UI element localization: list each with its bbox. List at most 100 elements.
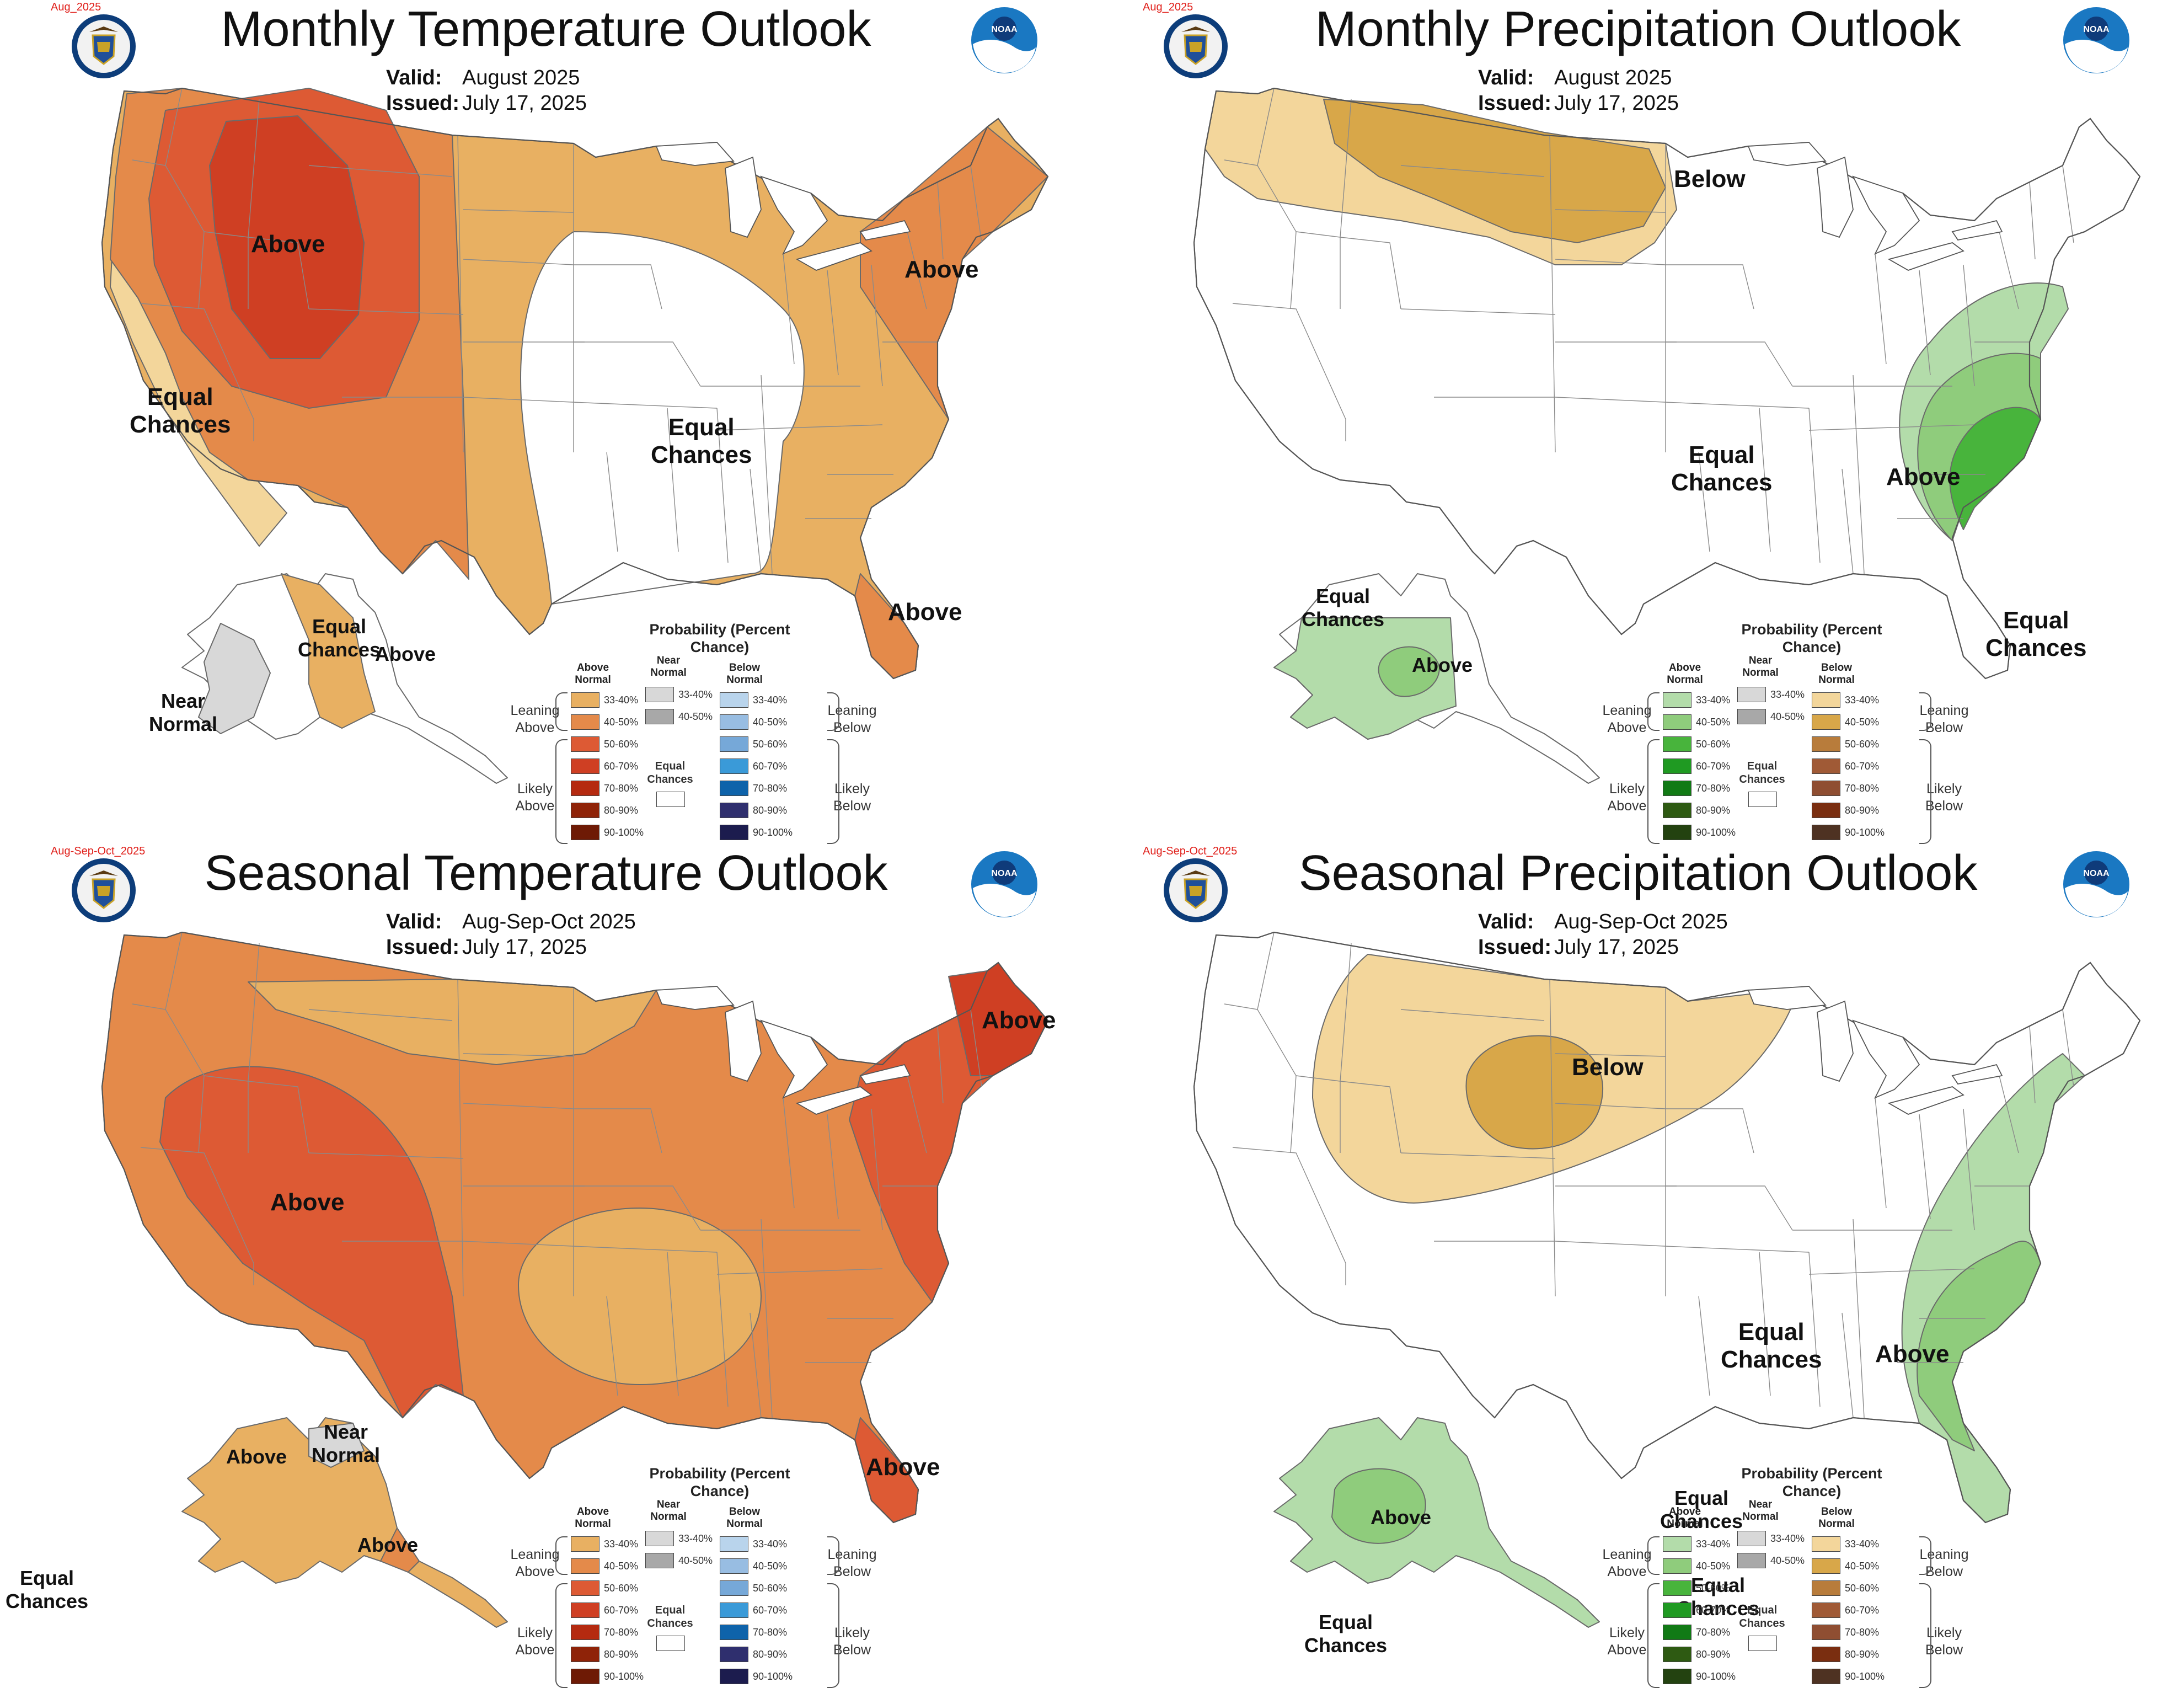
state-boundary-line bbox=[1666, 1185, 1793, 1231]
great-lake bbox=[1817, 1000, 1854, 1082]
state-boundary-line bbox=[584, 402, 718, 409]
legend-leaning-above-label: Leaning Above bbox=[510, 1547, 560, 1579]
legend-leaning-above-label: Leaning Above bbox=[1602, 1547, 1652, 1579]
legend-swatch-near bbox=[1737, 1553, 1766, 1568]
legend-range-label: 70-80% bbox=[604, 783, 639, 794]
valid-value: August 2025 bbox=[1554, 66, 1672, 89]
state-boundary-line bbox=[716, 408, 729, 563]
valid-line: Valid: Aug-Sep-Oct 2025 bbox=[386, 910, 636, 934]
great-lake bbox=[859, 1064, 911, 1085]
state-boundary-line bbox=[1853, 1219, 1865, 1418]
legend-swatch-below bbox=[1812, 825, 1840, 840]
legend-range-label: 40-50% bbox=[1845, 1561, 1880, 1572]
legend-equal-chances-label: Equal Chances bbox=[647, 760, 693, 786]
state-boundary-line bbox=[827, 1114, 839, 1220]
state-boundary-line bbox=[1555, 1241, 1677, 1247]
legend-title: Probability (Percent Chance) bbox=[649, 621, 790, 655]
legend-range-label: 33-40% bbox=[678, 1533, 713, 1544]
legend-range-label: 40-50% bbox=[678, 1555, 713, 1566]
map-region-label: Equal Chances bbox=[1660, 1487, 1743, 1532]
great-lake bbox=[1747, 142, 1827, 166]
legend-leaning-below-label: Leaning Below bbox=[1919, 703, 1969, 735]
product-tag: Aug-Sep-Oct_2025 bbox=[51, 845, 146, 857]
legend-range-label: 70-80% bbox=[604, 1627, 639, 1638]
state-boundary-line bbox=[1232, 1147, 1346, 1285]
legend-equal-chances-label: Equal Chances bbox=[1739, 760, 1785, 786]
product-tag: Aug_2025 bbox=[51, 1, 101, 13]
commerce-seal-icon bbox=[1164, 14, 1228, 78]
valid-line: Valid: August 2025 bbox=[1478, 66, 1672, 90]
state-boundary-line bbox=[750, 468, 762, 574]
legend-range-label: 90-100% bbox=[604, 1671, 644, 1682]
map-region-label: Equal Chances bbox=[1721, 1318, 1822, 1373]
state-boundary-line bbox=[1919, 270, 1931, 376]
state-boundary-line bbox=[1963, 264, 1975, 387]
valid-line: Valid: August 2025 bbox=[386, 66, 580, 90]
legend-brace bbox=[1647, 1583, 1660, 1688]
state-boundary-line bbox=[248, 237, 309, 309]
legend-swatch-above bbox=[571, 1602, 599, 1618]
legend-range-label: 40-50% bbox=[1696, 1561, 1731, 1572]
legend-range-label: 90-100% bbox=[604, 827, 644, 838]
legend-equal-chances-label: Equal Chances bbox=[1739, 1604, 1785, 1630]
legend-above-normal-header: Above Normal bbox=[1667, 1506, 1703, 1530]
legend-range-label: 90-100% bbox=[753, 827, 793, 838]
map-region-label: Equal Chances bbox=[6, 1567, 89, 1612]
state-boundary-line bbox=[1400, 1152, 1556, 1159]
legend-swatch-below bbox=[1812, 1536, 1840, 1552]
legend-range-label: 60-70% bbox=[1696, 761, 1731, 772]
legend-swatch-above bbox=[571, 758, 599, 774]
legend-swatch-above bbox=[1663, 736, 1691, 752]
state-boundary-line bbox=[1842, 468, 1854, 574]
legend-swatch-above bbox=[1663, 1625, 1691, 1640]
legend-range-label: 80-90% bbox=[1845, 1649, 1880, 1660]
legend-range-label: 60-70% bbox=[604, 761, 639, 772]
map-region-label: Above bbox=[888, 599, 962, 626]
state-boundary-line bbox=[140, 1147, 254, 1285]
great-lake bbox=[795, 242, 872, 271]
product-tag: Aug_2025 bbox=[1143, 1, 1193, 13]
outlook-map bbox=[101, 87, 1049, 784]
outlook-map bbox=[1193, 931, 2141, 1628]
state-boundary-line bbox=[308, 1152, 464, 1159]
legend-brace bbox=[555, 1583, 568, 1688]
svg-text:NOAA: NOAA bbox=[991, 869, 1018, 878]
legend-leaning-below-label: Leaning Below bbox=[1919, 1547, 1969, 1579]
legend-title: Probability (Percent Chance) bbox=[1741, 1465, 1882, 1499]
legend-range-label: 33-40% bbox=[1845, 1539, 1880, 1550]
state-boundary-line bbox=[308, 308, 464, 315]
map-region-label: Above bbox=[251, 231, 325, 258]
product-tag: Aug-Sep-Oct_2025 bbox=[1143, 845, 1238, 857]
legend-swatch-near bbox=[645, 687, 674, 702]
map-region-label: Below bbox=[1572, 1054, 1644, 1081]
state-boundary-line bbox=[1875, 253, 1887, 365]
issued-value: July 17, 2025 bbox=[462, 92, 587, 115]
great-lake bbox=[655, 986, 735, 1010]
legend-near-normal-header: Near Normal bbox=[650, 655, 687, 679]
state-boundary-line bbox=[1340, 1081, 1401, 1153]
great-lake bbox=[760, 1019, 828, 1099]
legend-swatch-above bbox=[571, 1625, 599, 1640]
legend-swatch-below bbox=[1812, 1558, 1840, 1574]
state-boundary-line bbox=[1340, 943, 1352, 1082]
legend-swatch-above bbox=[571, 1558, 599, 1574]
great-lake bbox=[859, 220, 911, 241]
legend-brace bbox=[1647, 739, 1660, 844]
issued-value: July 17, 2025 bbox=[1554, 92, 1679, 115]
legend-range-label: 33-40% bbox=[1770, 1533, 1805, 1544]
issued-value: July 17, 2025 bbox=[1554, 936, 1679, 959]
probability-legend: Probability (Percent Chance) Above Normal… bbox=[505, 621, 924, 844]
legend-swatch-below bbox=[1812, 1625, 1840, 1640]
legend-likely-above-label: Likely Above bbox=[1607, 781, 1647, 814]
legend-range-label: 60-70% bbox=[1696, 1605, 1731, 1616]
legend-range-label: 50-60% bbox=[1696, 1583, 1731, 1594]
map-region-above-southeast-50 bbox=[1949, 407, 2041, 530]
commerce-seal-icon bbox=[72, 858, 136, 922]
legend-swatch-above bbox=[1663, 781, 1691, 796]
state-boundary-line bbox=[140, 303, 254, 441]
state-boundary-line bbox=[970, 165, 982, 243]
state-boundary-line bbox=[1919, 1114, 1931, 1220]
map-region-label: Equal Chances bbox=[1304, 1611, 1388, 1657]
legend-swatch-below bbox=[1812, 1647, 1840, 1662]
great-lake bbox=[760, 175, 828, 255]
